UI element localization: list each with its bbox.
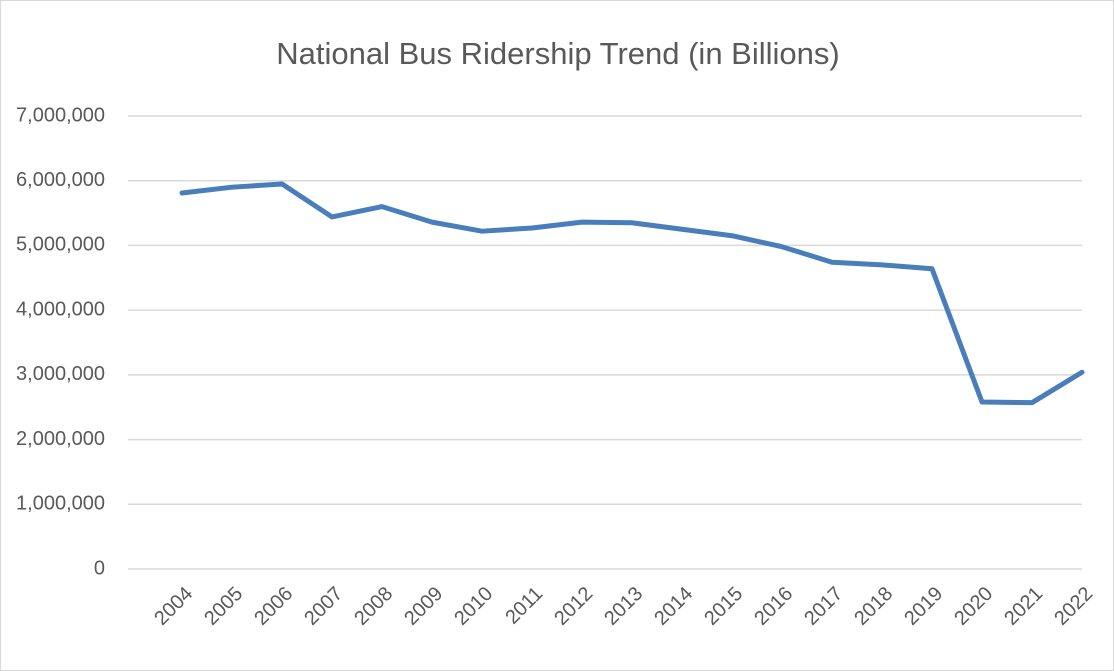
data-line (179, 181, 1085, 406)
y-tick-label: 0 (94, 557, 105, 579)
chart-title: National Bus Ridership Trend (in Billion… (276, 36, 839, 71)
y-tick-label: 7,000,000 (16, 104, 105, 126)
y-tick-label: 2,000,000 (16, 428, 105, 450)
y-tick-label: 1,000,000 (16, 493, 105, 515)
y-tick-label: 3,000,000 (16, 363, 105, 385)
y-tick-label: 6,000,000 (16, 169, 105, 191)
y-tick-label: 4,000,000 (16, 298, 105, 320)
y-tick-label: 5,000,000 (16, 234, 105, 256)
